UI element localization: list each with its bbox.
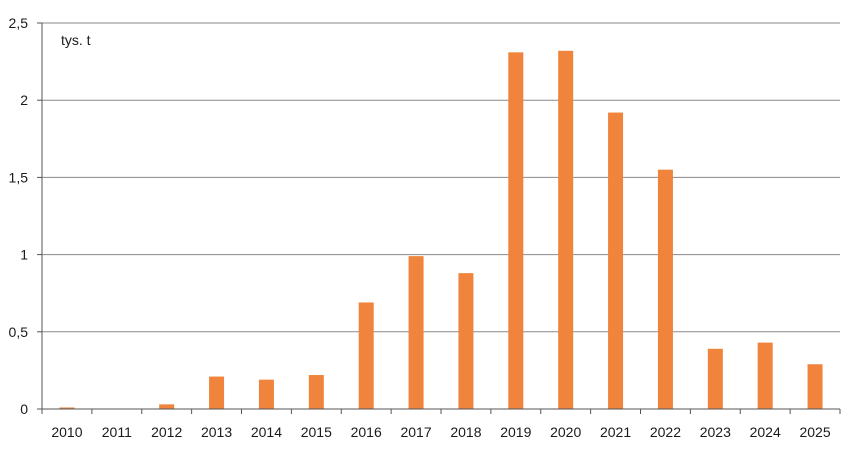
bar-2024 [757,342,773,409]
bars [59,50,823,410]
bar-2022 [657,169,673,409]
bar-2020 [558,50,574,410]
y-unit-label: tys. t [61,32,91,48]
axes [37,22,841,414]
bar-2014 [258,379,274,409]
x-tick-label-2020: 2020 [550,424,581,440]
x-tick-label-2014: 2014 [251,424,282,440]
bar-2016 [358,302,374,409]
x-tick-label-2019: 2019 [500,424,531,440]
bar-2025 [807,364,823,409]
x-tick-label-2012: 2012 [151,424,182,440]
bar-2023 [707,348,723,409]
bar-2017 [408,256,424,409]
x-tick-label-2013: 2013 [201,424,232,440]
bar-2019 [508,52,524,409]
x-tick-label-2023: 2023 [700,424,731,440]
x-tick-label-2017: 2017 [400,424,431,440]
x-tick-label-2018: 2018 [450,424,481,440]
bar-2010 [59,407,75,409]
bar-2012 [159,404,175,409]
x-tick-label-2010: 2010 [51,424,82,440]
x-tick-label-2025: 2025 [799,424,830,440]
x-tick-label-2021: 2021 [600,424,631,440]
y-tick-label-0: 0 [20,401,28,417]
y-tick-label-3: 1,5 [9,169,29,185]
x-tick-label-2015: 2015 [301,424,332,440]
x-tick-label-2011: 2011 [102,424,132,440]
y-tick-label-5: 2,5 [9,15,29,31]
bar-2015 [308,375,324,409]
y-tick-label-1: 0,5 [9,324,29,340]
bar-2021 [608,112,624,409]
tick-labels: 0 0,5 1 1,5 2 2,5 2010 2011 2012 2013 2014 2015 2016… [9,15,831,440]
x-tick-label-2016: 2016 [351,424,382,440]
bar-2018 [458,273,474,409]
y-tick-label-2: 1 [20,247,28,263]
x-tick-label-2024: 2024 [750,424,781,440]
gridlines [42,22,840,333]
x-tick-label-2022: 2022 [650,424,681,440]
y-tick-label-4: 2 [20,92,28,108]
bar-2013 [209,376,225,409]
